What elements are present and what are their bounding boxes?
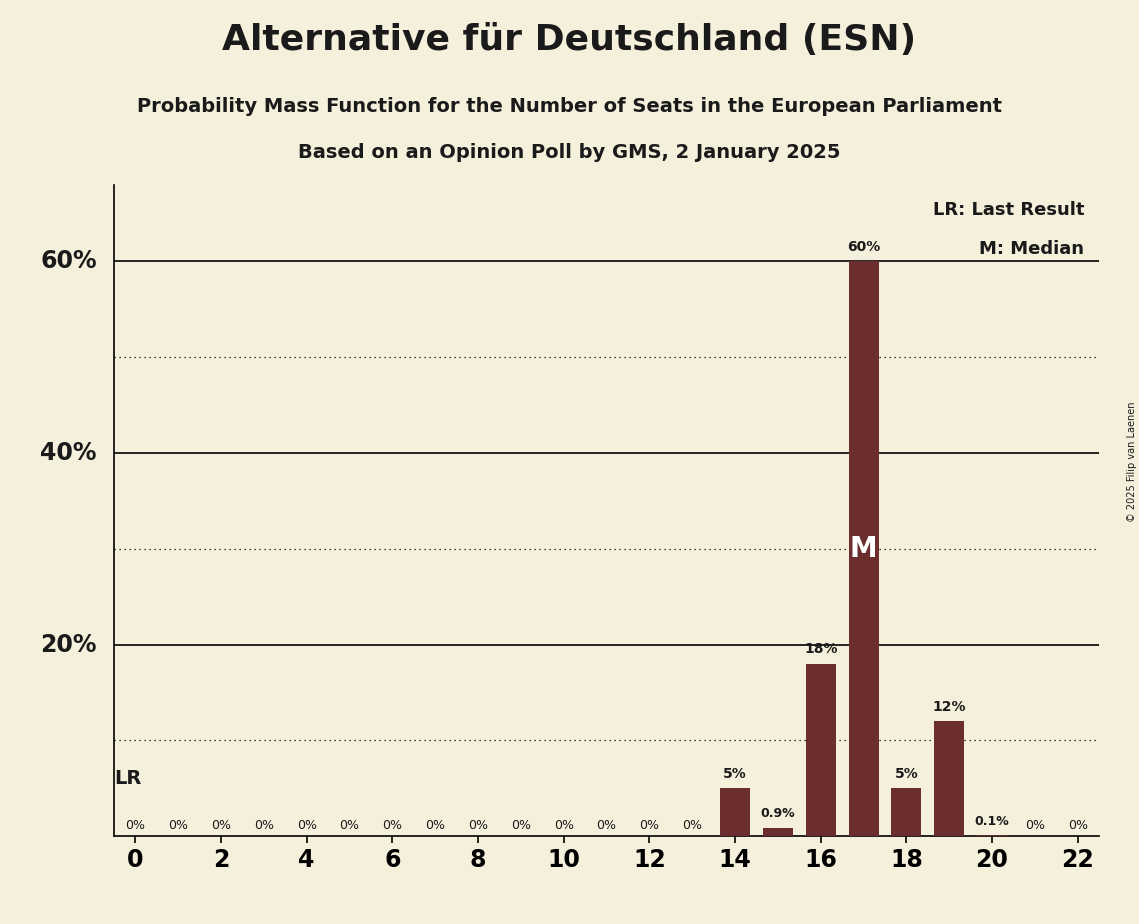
Text: 0%: 0% <box>511 820 531 833</box>
Text: 0%: 0% <box>339 820 360 833</box>
Bar <box>892 788 921 836</box>
Text: 5%: 5% <box>723 767 747 781</box>
Text: 5%: 5% <box>894 767 918 781</box>
Text: Based on an Opinion Poll by GMS, 2 January 2025: Based on an Opinion Poll by GMS, 2 Janua… <box>298 143 841 163</box>
Text: 0%: 0% <box>682 820 702 833</box>
Text: 0%: 0% <box>254 820 273 833</box>
Text: M: M <box>850 535 877 563</box>
Bar <box>805 663 836 836</box>
Text: 0%: 0% <box>554 820 574 833</box>
Text: M: Median: M: Median <box>980 240 1084 258</box>
Text: 60%: 60% <box>40 249 97 274</box>
Text: 0%: 0% <box>468 820 487 833</box>
Bar <box>720 788 749 836</box>
Bar <box>977 835 1007 836</box>
Text: 12%: 12% <box>933 699 966 713</box>
Text: 0%: 0% <box>639 820 659 833</box>
Text: 0.1%: 0.1% <box>975 815 1009 828</box>
Bar <box>849 261 878 836</box>
Text: LR: LR <box>114 769 141 788</box>
Bar <box>763 828 793 836</box>
Text: 0%: 0% <box>1067 820 1088 833</box>
Text: 60%: 60% <box>847 239 880 254</box>
Text: LR: Last Result: LR: Last Result <box>933 201 1084 219</box>
Text: © 2025 Filip van Laenen: © 2025 Filip van Laenen <box>1126 402 1137 522</box>
Text: Probability Mass Function for the Number of Seats in the European Parliament: Probability Mass Function for the Number… <box>137 97 1002 116</box>
Text: 0%: 0% <box>425 820 445 833</box>
Text: 20%: 20% <box>40 633 97 657</box>
Text: 0%: 0% <box>383 820 402 833</box>
Text: 0.9%: 0.9% <box>761 807 795 820</box>
Text: 0%: 0% <box>597 820 616 833</box>
Text: Alternative für Deutschland (ESN): Alternative für Deutschland (ESN) <box>222 23 917 57</box>
Text: 0%: 0% <box>169 820 188 833</box>
Text: 0%: 0% <box>296 820 317 833</box>
Bar <box>934 722 965 836</box>
Text: 0%: 0% <box>211 820 231 833</box>
Text: 0%: 0% <box>1025 820 1044 833</box>
Text: 40%: 40% <box>40 441 97 465</box>
Text: 18%: 18% <box>804 642 837 656</box>
Text: 0%: 0% <box>125 820 146 833</box>
